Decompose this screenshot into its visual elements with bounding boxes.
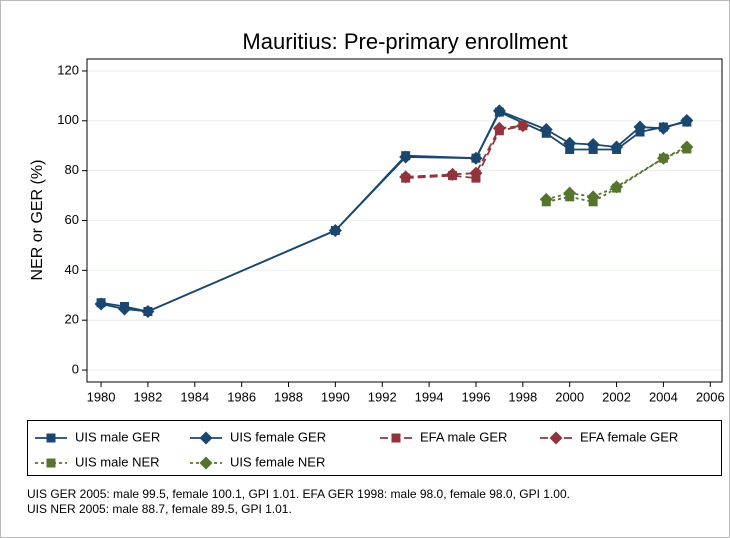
legend-label: UIS female NER — [230, 454, 325, 469]
y-axis-label: NER or GER (%) — [29, 160, 46, 281]
chart-title: Mauritius: Pre-primary enrollment — [242, 29, 567, 54]
data-point — [610, 180, 624, 194]
data-point — [399, 150, 413, 164]
x-tick-label: 1980 — [87, 389, 116, 404]
data-point — [469, 151, 483, 165]
data-point — [539, 192, 553, 206]
x-tick-label: 1990 — [321, 389, 350, 404]
y-tick-label: 100 — [57, 112, 79, 127]
series-line — [405, 124, 524, 180]
x-tick-label: 1994 — [415, 389, 444, 404]
x-tick-label: 1992 — [368, 389, 397, 404]
x-tick-label: 2002 — [602, 389, 631, 404]
legend-marker — [46, 458, 56, 468]
data-point — [469, 166, 483, 180]
legend-box — [27, 420, 722, 476]
legend-label: EFA female GER — [580, 429, 678, 444]
data-point — [446, 167, 460, 181]
x-tick-label: 1996 — [462, 389, 491, 404]
data-point — [141, 304, 155, 318]
data-point — [328, 223, 342, 237]
data-point — [563, 186, 577, 200]
data-point — [633, 120, 647, 134]
x-tick-label: 1988 — [274, 389, 303, 404]
y-tick-label: 60 — [65, 212, 79, 227]
data-point — [563, 136, 577, 150]
legend-marker — [46, 433, 56, 443]
y-tick-label: 120 — [57, 62, 79, 77]
x-tick-label: 1998 — [508, 389, 537, 404]
y-tick-label: 80 — [65, 162, 79, 177]
data-point — [680, 114, 694, 128]
note: UIS GER 2005: male 99.5, female 100.1, G… — [27, 487, 570, 501]
y-tick-label: 20 — [65, 312, 79, 327]
data-point — [610, 140, 624, 154]
data-point — [586, 190, 600, 204]
data-point — [117, 302, 131, 316]
data-point — [492, 121, 506, 135]
data-point — [94, 297, 108, 311]
note: UIS NER 2005: male 88.7, female 89.5, GP… — [27, 502, 292, 516]
plot-frame — [86, 58, 723, 383]
legend-label: UIS male GER — [75, 429, 160, 444]
y-tick-label: 40 — [65, 262, 79, 277]
data-point — [586, 137, 600, 151]
x-tick-label: 2006 — [696, 389, 725, 404]
legend-marker — [549, 431, 563, 445]
x-tick-label: 1986 — [227, 389, 256, 404]
data-point — [539, 123, 553, 137]
legend-label: EFA male GER — [420, 429, 507, 444]
data-point — [656, 151, 670, 165]
data-point — [656, 121, 670, 135]
legend-marker — [199, 456, 213, 470]
y-tick-label: 0 — [72, 361, 79, 376]
data-point — [516, 119, 530, 133]
legend-label: UIS female GER — [230, 429, 326, 444]
x-tick-label: 2004 — [649, 389, 678, 404]
x-tick-label: 2000 — [555, 389, 584, 404]
data-point — [680, 140, 694, 154]
x-tick-label: 1984 — [180, 389, 209, 404]
data-point — [399, 170, 413, 184]
legend-marker — [391, 433, 401, 443]
x-tick-label: 1982 — [133, 389, 162, 404]
legend-label: UIS male NER — [75, 454, 160, 469]
series-line — [405, 124, 523, 178]
legend-marker — [199, 431, 213, 445]
data-point — [492, 104, 506, 118]
